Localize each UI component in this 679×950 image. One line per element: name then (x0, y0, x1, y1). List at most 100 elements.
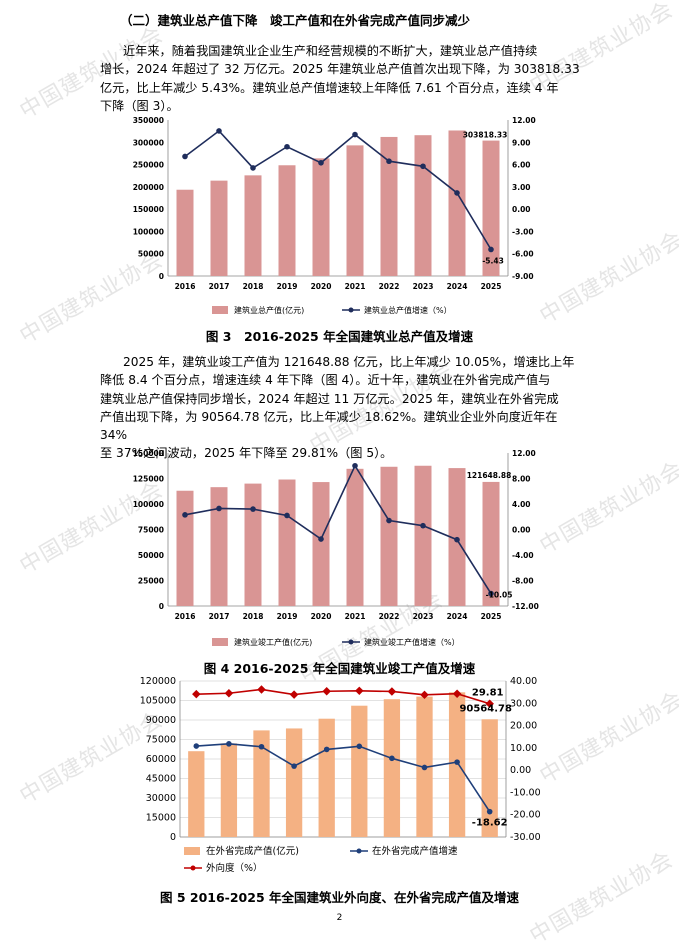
y-tick-label: 0 (159, 272, 164, 281)
y2-tick-label: -6.00 (512, 250, 534, 259)
x-tick-label: 2018 (243, 612, 264, 621)
y2-tick-label: 8.00 (512, 475, 531, 484)
data-point (386, 517, 392, 524)
data-point (258, 743, 265, 750)
legend-swatch (212, 638, 228, 646)
data-point (284, 143, 290, 150)
legend-label: 建筑业总产值增速（%） (364, 305, 452, 315)
data-label: 29.81 (472, 688, 504, 699)
bar (414, 135, 432, 276)
para2-line: 产值出现下降，为 90564.78 亿元，比上年减少 18.62%。建筑业企业外… (100, 409, 558, 443)
series-line (196, 688, 490, 705)
y-tick-label: 25000 (138, 577, 164, 586)
data-point (193, 743, 200, 749)
data-point (356, 743, 363, 750)
x-tick-label: 2021 (345, 282, 366, 291)
y-tick-label: 50000 (138, 250, 164, 259)
legend-marker (348, 307, 354, 313)
data-point (322, 687, 331, 696)
y2-tick-label: 20.00 (510, 721, 537, 732)
y-tick-label: 150000 (133, 449, 164, 458)
y-tick-label: 0 (170, 832, 176, 843)
y2-tick-label: -20.00 (510, 810, 541, 821)
data-point (454, 759, 460, 765)
y-tick-label: 15000 (146, 813, 176, 824)
y2-tick-label: -3.00 (512, 227, 534, 236)
data-point (224, 689, 234, 698)
legend-label: 在外省完成产值增速 (372, 845, 458, 857)
y2-tick-label: -12.00 (512, 602, 539, 611)
x-tick-label: 2021 (345, 612, 366, 621)
legend-label: 建筑业竣工产值(亿元) (234, 637, 312, 647)
data-point (485, 699, 494, 708)
y2-tick-label: 40.00 (510, 676, 537, 687)
data-point (284, 512, 290, 519)
bar (176, 189, 194, 276)
x-tick-label: 2016 (175, 282, 196, 291)
x-tick-label: 2024 (447, 612, 468, 621)
legend-marker (190, 865, 196, 871)
data-point (352, 131, 358, 138)
x-tick-label: 2024 (447, 282, 468, 291)
bar (278, 479, 296, 606)
data-point (420, 163, 426, 170)
bar (312, 482, 330, 606)
data-point (226, 741, 232, 747)
bar (448, 130, 466, 276)
x-tick-label: 2018 (243, 282, 264, 291)
bar (318, 718, 335, 837)
para2-line: 建筑业总产值保持同步增长，2024 年超过 11 万亿元。2025 年，建筑业在… (100, 391, 559, 406)
data-label: 90564.78 (459, 703, 512, 714)
y2-tick-label: 10.00 (510, 743, 537, 754)
x-tick-label: 2016 (175, 612, 196, 621)
data-point (420, 522, 426, 529)
y2-tick-label: 12.00 (512, 449, 536, 458)
para2-line: 2025 年，建筑业竣工产值为 121648.88 亿元，比上年减少 10.05… (123, 355, 575, 369)
y-tick-label: 30000 (146, 793, 176, 804)
data-point (454, 190, 460, 196)
bar (188, 751, 205, 837)
y-tick-label: 105000 (140, 696, 176, 707)
data-point (454, 536, 460, 543)
figure-caption: 图 5 2016-2025 年全国建筑业外向度、在外省完成产值及增速 (159, 890, 520, 905)
data-label: -5.43 (482, 256, 504, 265)
legend-label: 外向度（%） (206, 862, 263, 874)
x-tick-label: 2023 (413, 612, 434, 621)
legend-marker (348, 639, 354, 645)
data-label: 121648.88 (467, 471, 512, 480)
y2-tick-label: 6.00 (512, 161, 531, 170)
bar (351, 705, 368, 837)
bar (210, 487, 228, 606)
x-tick-label: 2022 (379, 612, 400, 621)
data-point (289, 690, 299, 699)
bar (481, 719, 498, 837)
data-point (386, 158, 392, 165)
y-tick-label: 125000 (133, 475, 164, 484)
y-tick-label: 45000 (146, 774, 176, 785)
data-point (421, 764, 428, 771)
section-heading: （二）建筑业总产值下降 竣工产值和在外省完成产值同步减少 (120, 13, 471, 28)
data-label: -10.05 (486, 591, 513, 600)
bar (278, 165, 296, 276)
x-tick-label: 2020 (311, 612, 332, 621)
bar (380, 136, 398, 276)
bar (210, 180, 228, 276)
legend-label: 建筑业总产值(亿元) (234, 305, 304, 315)
figure-caption: 图 3 2016-2025 年全国建筑业总产值及增速 (205, 329, 474, 344)
y2-tick-label: 9.00 (512, 138, 531, 147)
y2-tick-label: -9.00 (512, 272, 534, 281)
y2-tick-label: 3.00 (512, 183, 531, 192)
bar (244, 175, 262, 276)
chart-fig5: 0 15000 30000 45000 60000 75000 90000 105000 120… (140, 676, 541, 874)
y-tick-label: 150000 (133, 205, 164, 214)
para1-line: 近年来，随着我国建筑业企业生产和经营规模的不断扩大，建筑业总产值持续 (123, 44, 538, 58)
data-point (291, 763, 297, 769)
series-line (196, 743, 491, 813)
para1-line: 增长，2024 年超过了 32 万亿元。2025 年建筑业总产值首次出现下降，为… (100, 62, 580, 77)
y2-tick-label: 30.00 (510, 698, 537, 709)
bar (244, 483, 262, 606)
bar (312, 158, 330, 276)
bar (346, 468, 364, 606)
y-tick-label: 250000 (133, 161, 164, 170)
data-point (486, 808, 493, 815)
